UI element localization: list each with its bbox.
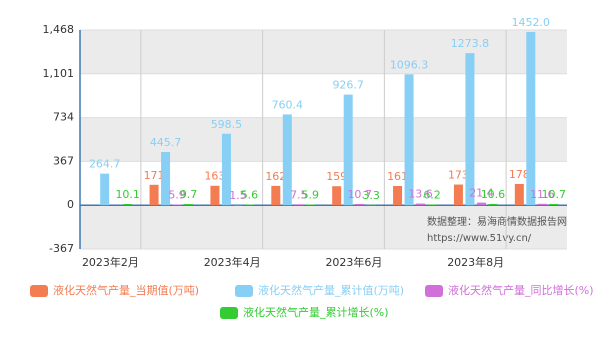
bar	[355, 203, 365, 206]
value-label: 6.2	[423, 188, 441, 201]
grid-band	[80, 30, 567, 74]
value-label: 162	[265, 170, 286, 183]
bar	[453, 184, 463, 206]
value-label: 159	[326, 170, 347, 183]
value-label: 9.7	[180, 188, 198, 201]
bar	[427, 204, 437, 206]
bar	[305, 204, 315, 206]
bar	[366, 204, 376, 206]
value-label: 5.6	[241, 189, 259, 202]
x-tick-label: 2023年4月	[204, 255, 261, 269]
bar	[282, 114, 292, 206]
value-label: 5.9	[302, 188, 320, 201]
legend-swatch	[235, 285, 253, 297]
value-label: 3.3	[362, 189, 380, 202]
value-label: 5.9	[168, 188, 186, 201]
legend-label: 液化天然气产量_当期值(万吨)	[53, 283, 199, 297]
bar	[210, 185, 220, 206]
bar	[404, 74, 414, 206]
legend-label: 液化天然气产量_累计值(万吨)	[258, 283, 404, 297]
bar	[332, 186, 342, 206]
x-tick-label: 2023年6月	[325, 255, 382, 269]
plot-background	[80, 30, 567, 249]
value-label: 11.6	[530, 188, 555, 201]
y-tick-label: 1,468	[43, 23, 75, 36]
y-tick-label: 0	[67, 198, 74, 211]
annotation: 数据整理：易海商情数据报告网	[427, 215, 567, 228]
value-label: 10.1	[115, 188, 140, 201]
value-label: 7.5	[290, 188, 308, 201]
bar	[294, 204, 304, 206]
bar	[123, 203, 133, 206]
bar	[465, 53, 475, 206]
bar	[488, 203, 498, 206]
x-tick-label: 2023年8月	[447, 255, 504, 269]
y-tick-label: -367	[49, 242, 74, 255]
value-label: 10.7	[542, 188, 567, 201]
bar	[537, 203, 547, 206]
bar	[343, 94, 353, 206]
bar	[416, 203, 426, 206]
bar	[244, 204, 254, 206]
value-label: 1096.3	[390, 58, 429, 71]
bar	[172, 204, 182, 206]
value-label: 21.4	[469, 187, 494, 200]
bar	[221, 133, 231, 206]
value-label: 1.5	[229, 189, 247, 202]
value-label: 1273.8	[451, 37, 490, 50]
bar	[514, 183, 524, 206]
value-label: 10.6	[481, 188, 506, 201]
x-tick-label: 2023年2月	[82, 255, 139, 269]
annotation: https://www.51vy.cn/	[427, 233, 532, 244]
value-label: 926.7	[332, 79, 364, 92]
legend-swatch	[220, 307, 238, 319]
legend-label: 液化天然气产量_累计增长(%)	[243, 305, 389, 319]
value-label: 10.7	[347, 188, 372, 201]
legend-swatch	[30, 285, 48, 297]
bar	[184, 204, 194, 206]
value-label: 173	[448, 169, 469, 182]
value-label: 445.7	[150, 136, 182, 149]
bar	[161, 152, 171, 206]
grid-band	[80, 205, 567, 249]
value-label: 760.4	[272, 98, 304, 111]
y-tick-label: 1,101	[43, 67, 75, 80]
bar	[149, 184, 159, 206]
bar	[233, 205, 243, 206]
value-label: 178	[509, 168, 530, 181]
y-tick-label: 734	[53, 111, 74, 124]
value-label: 598.5	[211, 118, 243, 131]
bar	[271, 185, 281, 206]
value-label: 13.6	[408, 188, 433, 201]
bar	[526, 31, 536, 206]
bar	[393, 185, 403, 206]
bar	[549, 203, 559, 206]
y-tick-label: 367	[53, 154, 74, 167]
value-label: 264.7	[89, 158, 121, 171]
bar	[476, 202, 486, 206]
value-label: 171	[144, 169, 165, 182]
value-label: 163	[204, 170, 225, 183]
legend-label: 液化天然气产量_同比增长(%)	[448, 283, 594, 297]
legend-swatch	[425, 285, 443, 297]
bar	[100, 173, 110, 206]
value-label: 1452.0	[512, 16, 551, 29]
value-label: 161	[387, 170, 408, 183]
